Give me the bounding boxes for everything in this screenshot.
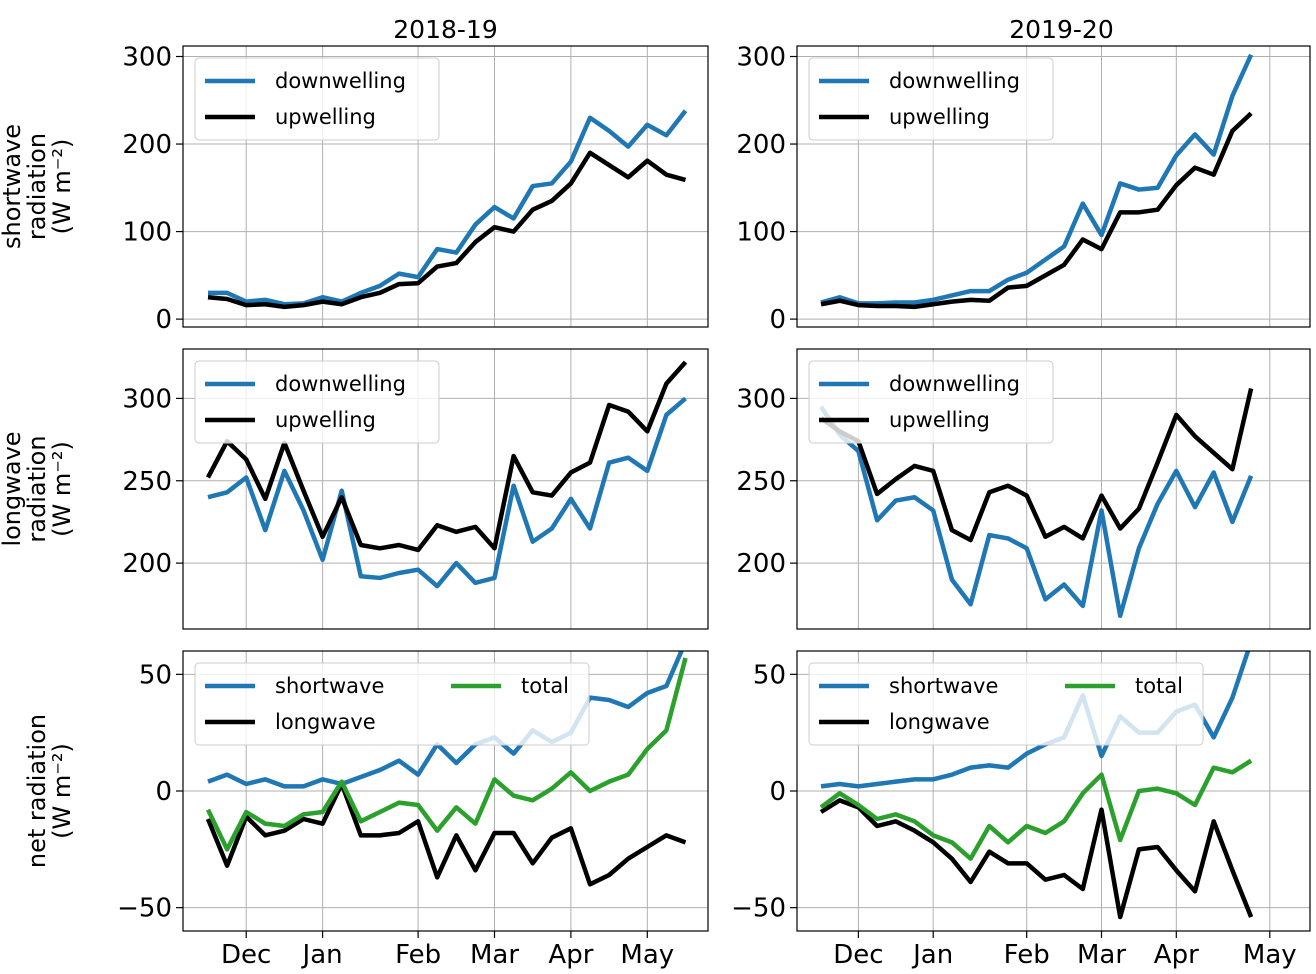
legend bbox=[194, 662, 590, 746]
legend-label: total bbox=[1135, 674, 1183, 698]
y-tick-label: 100 bbox=[736, 218, 786, 248]
chart-title: 2018-19 bbox=[393, 15, 497, 44]
legend-label: upwelling bbox=[275, 408, 376, 432]
line bbox=[819, 388, 1254, 543]
line bbox=[820, 53, 1254, 306]
line bbox=[820, 111, 1253, 310]
plot-area bbox=[205, 651, 688, 887]
y-tick-label: 0 bbox=[155, 305, 172, 335]
x-tick-label: May bbox=[620, 940, 674, 970]
x-tick-label: May bbox=[1243, 940, 1297, 970]
x-tick-label: Mar bbox=[470, 940, 519, 970]
legend bbox=[808, 57, 1054, 141]
x-tick-label: Dec bbox=[833, 940, 883, 970]
y-tick-label: 0 bbox=[769, 777, 786, 807]
plot-area bbox=[207, 109, 688, 310]
axes-frame bbox=[796, 650, 1311, 932]
x-tick-label: Jan bbox=[911, 940, 953, 970]
chart-title: 2019-20 bbox=[1009, 15, 1113, 44]
line bbox=[208, 109, 688, 307]
legend bbox=[808, 360, 1054, 444]
legend-label: total bbox=[521, 674, 569, 698]
legend-label: downwelling bbox=[275, 372, 406, 396]
y-tick-label: −50 bbox=[117, 894, 172, 924]
x-tick-label: Feb bbox=[395, 940, 441, 970]
axes-frame bbox=[796, 348, 1311, 630]
line bbox=[206, 360, 688, 553]
y-tick-label: −50 bbox=[731, 894, 786, 924]
line bbox=[205, 657, 688, 852]
y-axis-label: radiation bbox=[23, 133, 51, 240]
y-axis-label: (W m⁻²) bbox=[48, 743, 76, 839]
y-tick-label: 300 bbox=[736, 384, 786, 414]
axes-frame bbox=[182, 348, 709, 630]
plot-area bbox=[206, 360, 688, 589]
line bbox=[819, 758, 1253, 861]
y-tick-label: 200 bbox=[736, 549, 786, 579]
legend-label: shortwave bbox=[889, 674, 998, 698]
plot-area bbox=[820, 53, 1254, 310]
x-tick-label: Apr bbox=[548, 940, 593, 970]
x-tick-label: Dec bbox=[221, 940, 271, 970]
legend-label: downwelling bbox=[889, 372, 1020, 396]
legend-label: downwelling bbox=[889, 69, 1020, 93]
y-tick-label: 200 bbox=[122, 549, 172, 579]
y-tick-label: 50 bbox=[753, 660, 786, 690]
y-tick-label: 250 bbox=[736, 467, 786, 497]
y-tick-label: 300 bbox=[122, 43, 172, 73]
y-axis-label: longwave bbox=[0, 431, 26, 546]
legend-label: upwelling bbox=[889, 105, 990, 129]
legend bbox=[194, 57, 440, 141]
line bbox=[207, 150, 687, 310]
line bbox=[207, 396, 687, 589]
y-axis-label: radiation bbox=[23, 435, 51, 542]
legend-label: shortwave bbox=[275, 674, 384, 698]
y-tick-label: 250 bbox=[122, 467, 172, 497]
plot-area bbox=[819, 388, 1254, 619]
axes-frame bbox=[182, 45, 709, 328]
axes-frame bbox=[182, 650, 709, 932]
x-tick-label: Jan bbox=[301, 940, 343, 970]
y-tick-label: 200 bbox=[122, 130, 172, 160]
y-axis-label: (W m⁻²) bbox=[48, 441, 76, 537]
legend-label: longwave bbox=[889, 710, 990, 734]
legend-label: longwave bbox=[275, 710, 376, 734]
x-tick-label: Apr bbox=[1154, 940, 1199, 970]
y-tick-label: 0 bbox=[155, 777, 172, 807]
y-tick-label: 50 bbox=[139, 660, 172, 690]
y-axis-label: shortwave bbox=[0, 124, 26, 249]
legend-label: upwelling bbox=[275, 105, 376, 129]
line bbox=[819, 405, 1254, 619]
x-tick-label: Mar bbox=[1077, 940, 1126, 970]
y-tick-label: 200 bbox=[736, 130, 786, 160]
y-tick-label: 100 bbox=[122, 218, 172, 248]
line bbox=[205, 781, 687, 887]
legend bbox=[808, 662, 1204, 746]
line bbox=[819, 798, 1254, 920]
y-tick-label: 300 bbox=[122, 384, 172, 414]
y-axis-label: (W m⁻²) bbox=[48, 139, 76, 235]
axes-frame bbox=[796, 45, 1311, 328]
legend-label: upwelling bbox=[889, 408, 990, 432]
legend-label: downwelling bbox=[275, 69, 406, 93]
x-tick-label: Feb bbox=[1004, 940, 1050, 970]
y-tick-label: 0 bbox=[769, 305, 786, 335]
line bbox=[207, 651, 684, 789]
legend bbox=[194, 360, 440, 444]
y-axis-label: net radiation bbox=[23, 714, 51, 868]
y-tick-label: 300 bbox=[736, 43, 786, 73]
